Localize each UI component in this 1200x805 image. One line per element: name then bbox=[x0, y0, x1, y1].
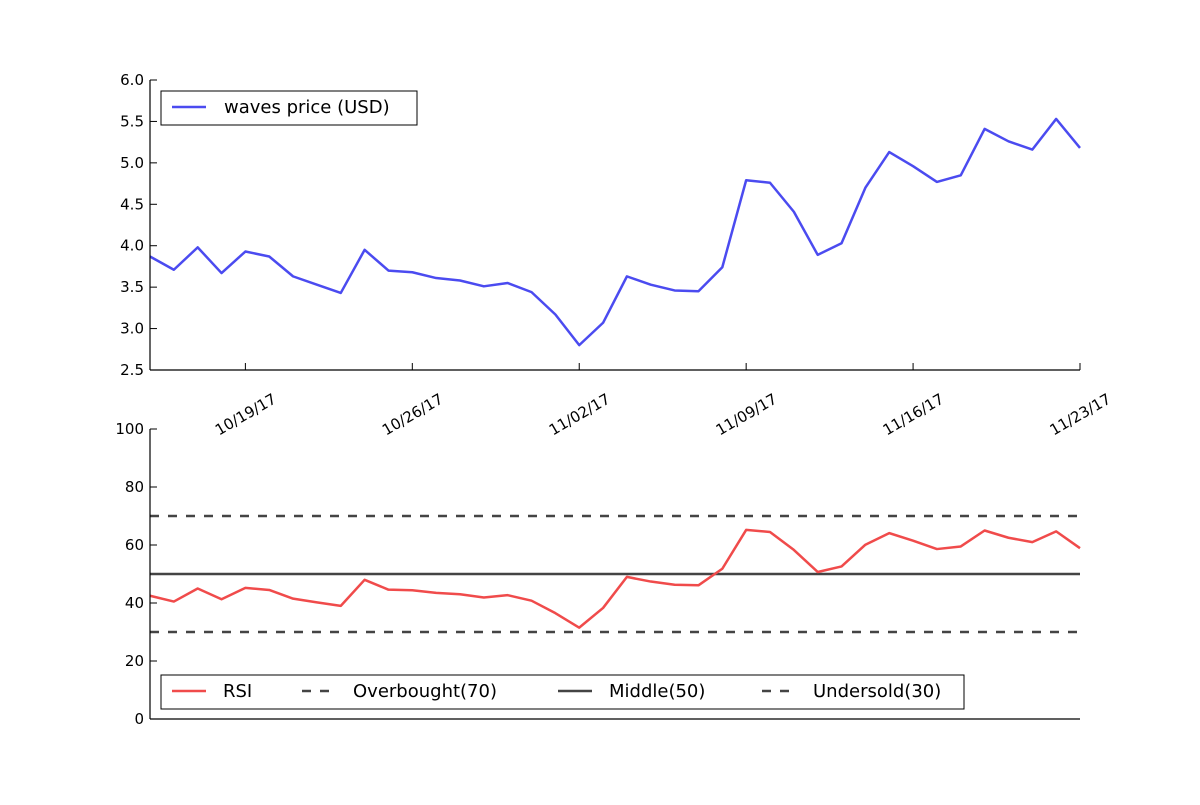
rsi-legend-label: Overbought(70) bbox=[353, 681, 497, 702]
price-y-tick-label: 3.0 bbox=[120, 320, 144, 338]
price-y-tick-label: 5.5 bbox=[120, 112, 144, 130]
rsi-y-tick-label: 0 bbox=[134, 710, 144, 728]
rsi-y-tick-label: 80 bbox=[125, 478, 144, 496]
price-y-tick-label: 6.0 bbox=[120, 71, 144, 89]
price-y-tick-label: 5.0 bbox=[120, 154, 144, 172]
price-x-tick-label: 10/26/17 bbox=[379, 390, 446, 439]
rsi-legend-label: Undersold(30) bbox=[813, 681, 941, 702]
price-legend: waves price (USD) bbox=[160, 90, 418, 126]
rsi-line bbox=[149, 528, 1081, 629]
price-x-tick-label: 11/23/17 bbox=[1047, 390, 1114, 439]
rsi-legend: RSI Overbought(70) Middle(50) Undersold(30) bbox=[160, 674, 965, 710]
price-axes: 2.5 3.0 3.5 4.0 4.5 5.0 5.5 6.0 10/19/17 10/26/17… bbox=[120, 71, 1114, 439]
price-x-tick-label: 11/09/17 bbox=[713, 390, 780, 439]
rsi-axes: 0 20 40 60 80 100 RSI Overbought(70) Middle(50) U… bbox=[115, 420, 1081, 728]
price-y-tick-label: 3.5 bbox=[120, 278, 144, 296]
price-x-tick-label: 11/02/17 bbox=[546, 390, 613, 439]
rsi-y-tick-label: 40 bbox=[125, 594, 144, 612]
price-line bbox=[149, 117, 1081, 347]
price-x-tick-label: 10/19/17 bbox=[212, 390, 279, 439]
rsi-y-tick-label: 60 bbox=[125, 536, 144, 554]
price-y-tick-label: 4.5 bbox=[120, 195, 144, 213]
rsi-legend-label: Middle(50) bbox=[609, 681, 705, 702]
price-legend-label: waves price (USD) bbox=[224, 97, 390, 118]
price-y-tick-label: 2.5 bbox=[120, 361, 144, 379]
rsi-y-tick-label: 100 bbox=[115, 420, 144, 438]
rsi-legend-label: RSI bbox=[223, 681, 252, 702]
price-x-tick-label: 11/16/17 bbox=[880, 390, 947, 439]
rsi-y-tick-label: 20 bbox=[125, 652, 144, 670]
price-y-tick-label: 4.0 bbox=[120, 237, 144, 255]
